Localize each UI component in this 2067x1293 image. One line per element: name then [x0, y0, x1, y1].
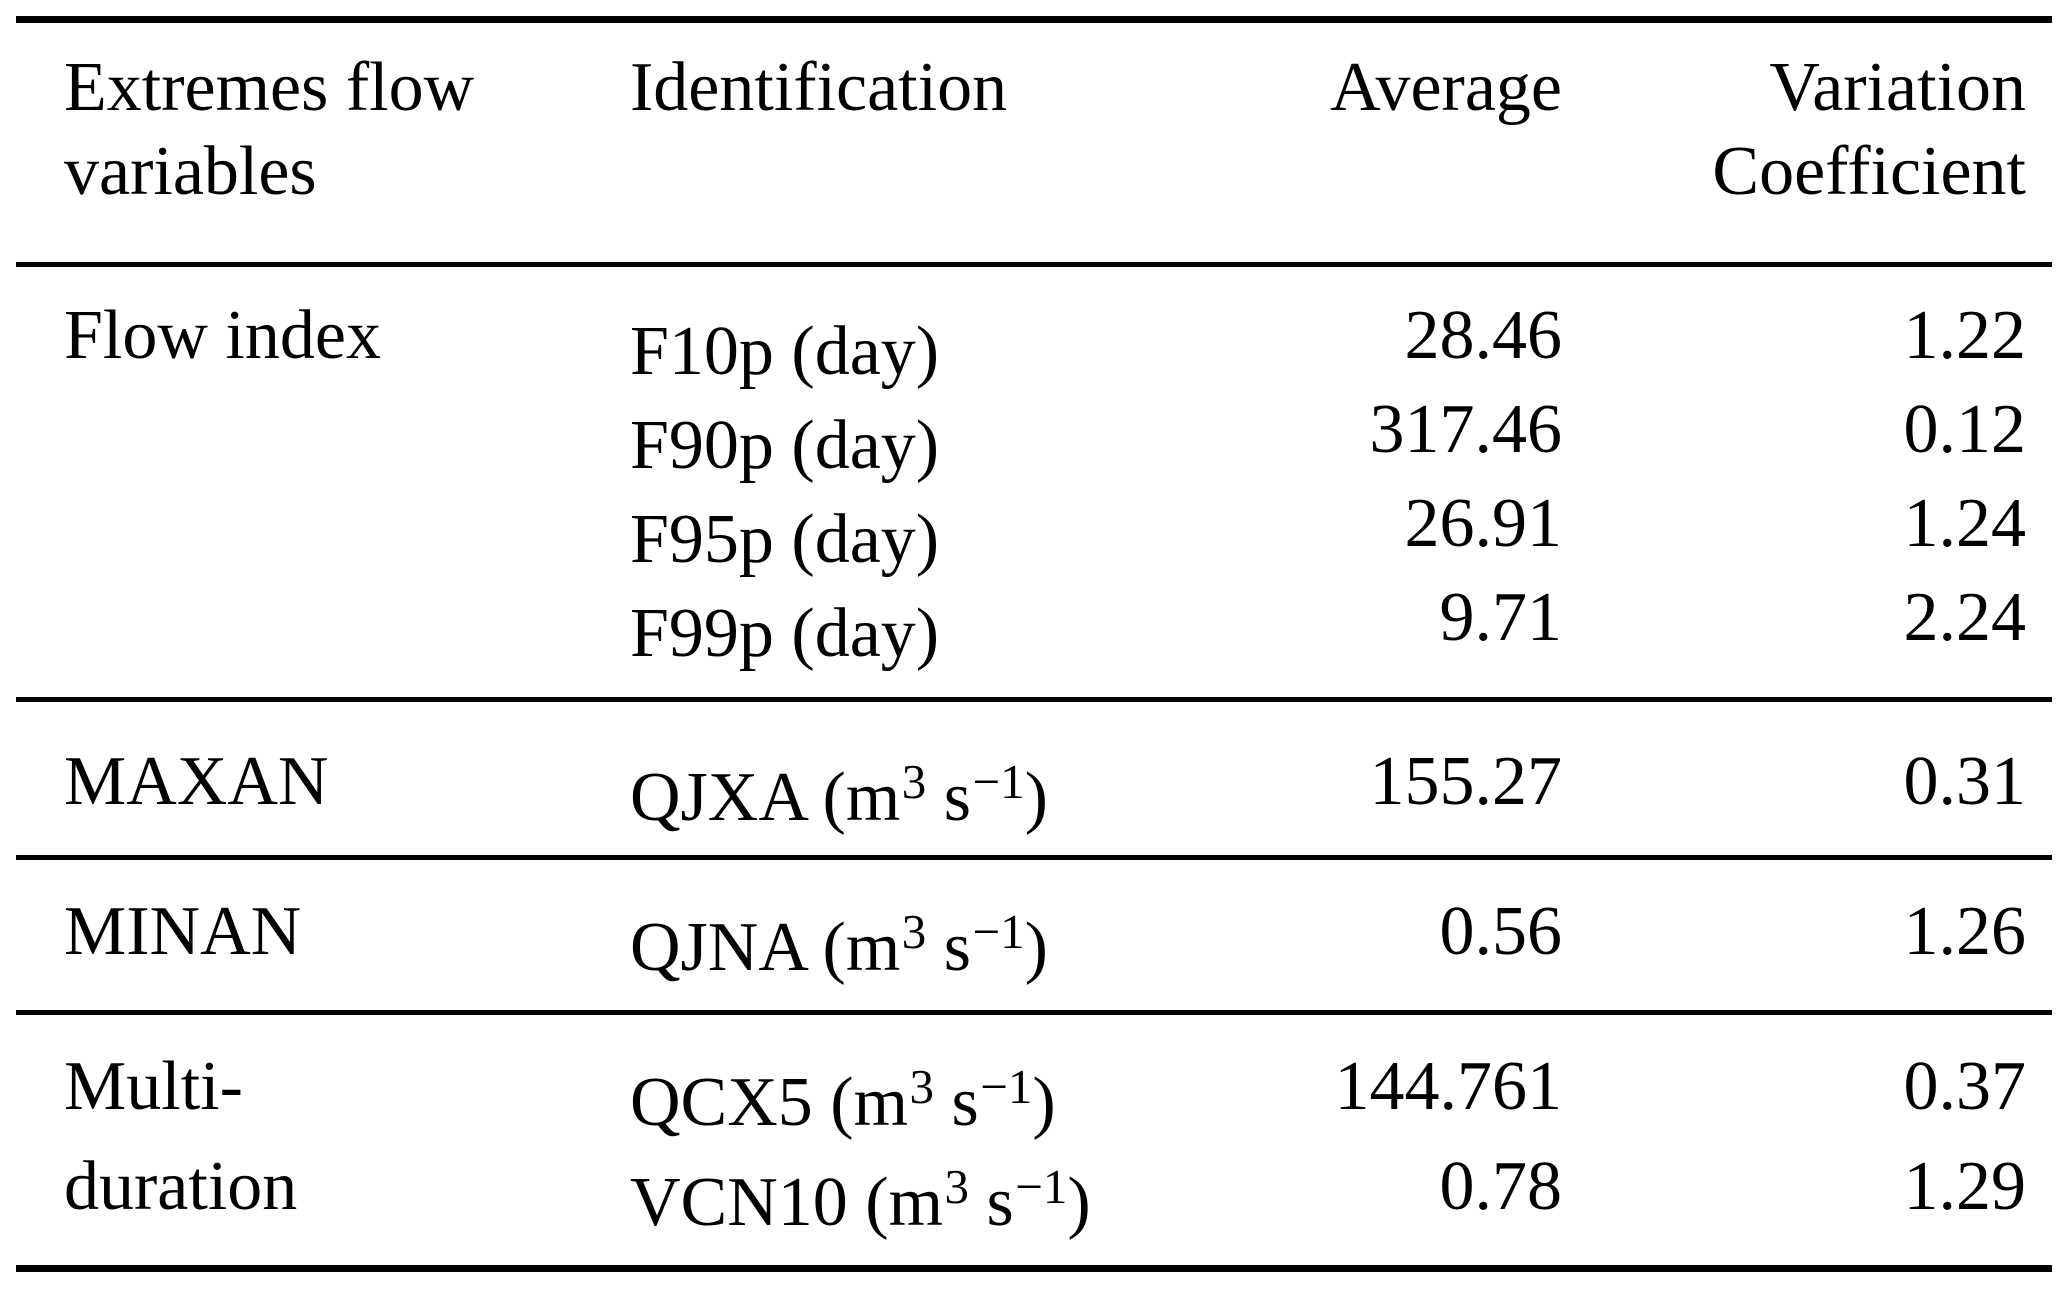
table-rule-after-minan	[16, 1010, 2052, 1015]
identification-text: F10p (day)	[630, 313, 940, 391]
identification-text: s	[934, 1064, 979, 1142]
identification-text: )	[1032, 1064, 1056, 1142]
table-rule-under-header	[16, 262, 2052, 267]
cell-variation-coefficient: 1.24	[1903, 485, 2027, 562]
cell-average: 9.71	[1439, 579, 1563, 656]
identification-superscript: −1	[1015, 1159, 1068, 1214]
identification-text: s	[926, 759, 972, 837]
header-average: Average	[1330, 49, 1562, 126]
table-row-qcx5: Multi- QCX5 (m3 s−1) 144.761 0.37	[0, 1040, 2067, 1141]
identification-text: QCX5 (m	[630, 1064, 909, 1142]
cell-identification: QCX5 (m3 s−1)	[630, 1040, 1056, 1150]
table-row-f90p: F90p (day) 317.46 0.12	[0, 383, 2067, 484]
table-rule-after-flow-index	[16, 697, 2052, 702]
cell-identification: F95p (day)	[630, 477, 942, 587]
cell-identification: F90p (day)	[630, 383, 942, 493]
cell-average: 144.761	[1334, 1048, 1563, 1125]
header-variation-coefficient-line2: Coefficient	[1712, 133, 2026, 210]
identification-text: VCN10 (m	[630, 1164, 944, 1242]
identification-superscript: −1	[972, 904, 1025, 959]
header-row-line1: Extremes flow Identification Average Var…	[0, 46, 2067, 130]
cell-variation-coefficient: 0.31	[1903, 743, 2027, 820]
identification-text: F99p (day)	[630, 595, 940, 673]
cell-average: 317.46	[1369, 391, 1563, 468]
identification-text: QJNA (m	[630, 909, 901, 987]
header-extremes-flow-variables-line2: variables	[64, 133, 317, 210]
identification-superscript: −1	[980, 1059, 1033, 1114]
header-extremes-flow-variables-line1: Extremes flow	[64, 49, 475, 126]
cell-identification: QJXA (m3 s−1)	[630, 735, 1048, 845]
cell-group-label: Flow index	[64, 297, 381, 374]
cell-variation-coefficient: 2.24	[1903, 579, 2027, 656]
table-rule-after-maxan	[16, 855, 2052, 860]
table-row-maxan: MAXAN QJXA (m3 s−1) 155.27 0.31	[0, 735, 2067, 836]
table-rule-bottom	[16, 1265, 2052, 1272]
identification-superscript: −1	[972, 754, 1025, 809]
identification-text: QJXA (m	[630, 759, 901, 837]
identification-superscript: 3	[944, 1159, 970, 1214]
header-identification: Identification	[630, 49, 1008, 126]
cell-identification: QJNA (m3 s−1)	[630, 885, 1048, 995]
identification-text: s	[926, 909, 972, 987]
cell-variation-coefficient: 1.29	[1903, 1148, 2027, 1225]
cell-variation-coefficient: 0.37	[1903, 1048, 2027, 1125]
table-rule-top	[16, 16, 2052, 23]
cell-average: 0.78	[1439, 1148, 1563, 1225]
cell-identification: VCN10 (m3 s−1)	[630, 1140, 1091, 1250]
cell-variation-coefficient: 1.26	[1903, 893, 2027, 970]
table-row-f10p: Flow index F10p (day) 28.46 1.22	[0, 289, 2067, 390]
table-row-f95p: F95p (day) 26.91 1.24	[0, 477, 2067, 578]
cell-group-label: MINAN	[64, 893, 302, 970]
cell-average: 26.91	[1404, 485, 1563, 562]
table-row-vcn10: duration VCN10 (m3 s−1) 0.78 1.29	[0, 1140, 2067, 1241]
identification-text: F95p (day)	[630, 501, 940, 579]
header-variation-coefficient-line1: Variation	[1769, 49, 2026, 126]
cell-identification: F99p (day)	[630, 571, 942, 681]
identification-superscript: 3	[901, 754, 927, 809]
cell-average: 155.27	[1369, 743, 1563, 820]
identification-superscript: 3	[901, 904, 927, 959]
table-row-minan: MINAN QJNA (m3 s−1) 0.56 1.26	[0, 885, 2067, 986]
cell-variation-coefficient: 0.12	[1903, 391, 2027, 468]
identification-superscript: 3	[909, 1059, 935, 1114]
cell-group-label: duration	[64, 1148, 298, 1225]
table-row-f99p: F99p (day) 9.71 2.24	[0, 571, 2067, 672]
cell-group-label: MAXAN	[64, 743, 329, 820]
identification-text: )	[1067, 1164, 1091, 1242]
identification-text: )	[1024, 759, 1048, 837]
identification-text: )	[1024, 909, 1048, 987]
cell-variation-coefficient: 1.22	[1903, 297, 2027, 374]
header-row-line2: variables Coefficient	[0, 130, 2067, 214]
cell-group-label: Multi-	[64, 1048, 243, 1125]
cell-identification: F10p (day)	[630, 289, 942, 399]
cell-average: 0.56	[1439, 893, 1563, 970]
cell-average: 28.46	[1404, 297, 1563, 374]
identification-text: F90p (day)	[630, 407, 940, 485]
identification-text: s	[969, 1164, 1014, 1242]
